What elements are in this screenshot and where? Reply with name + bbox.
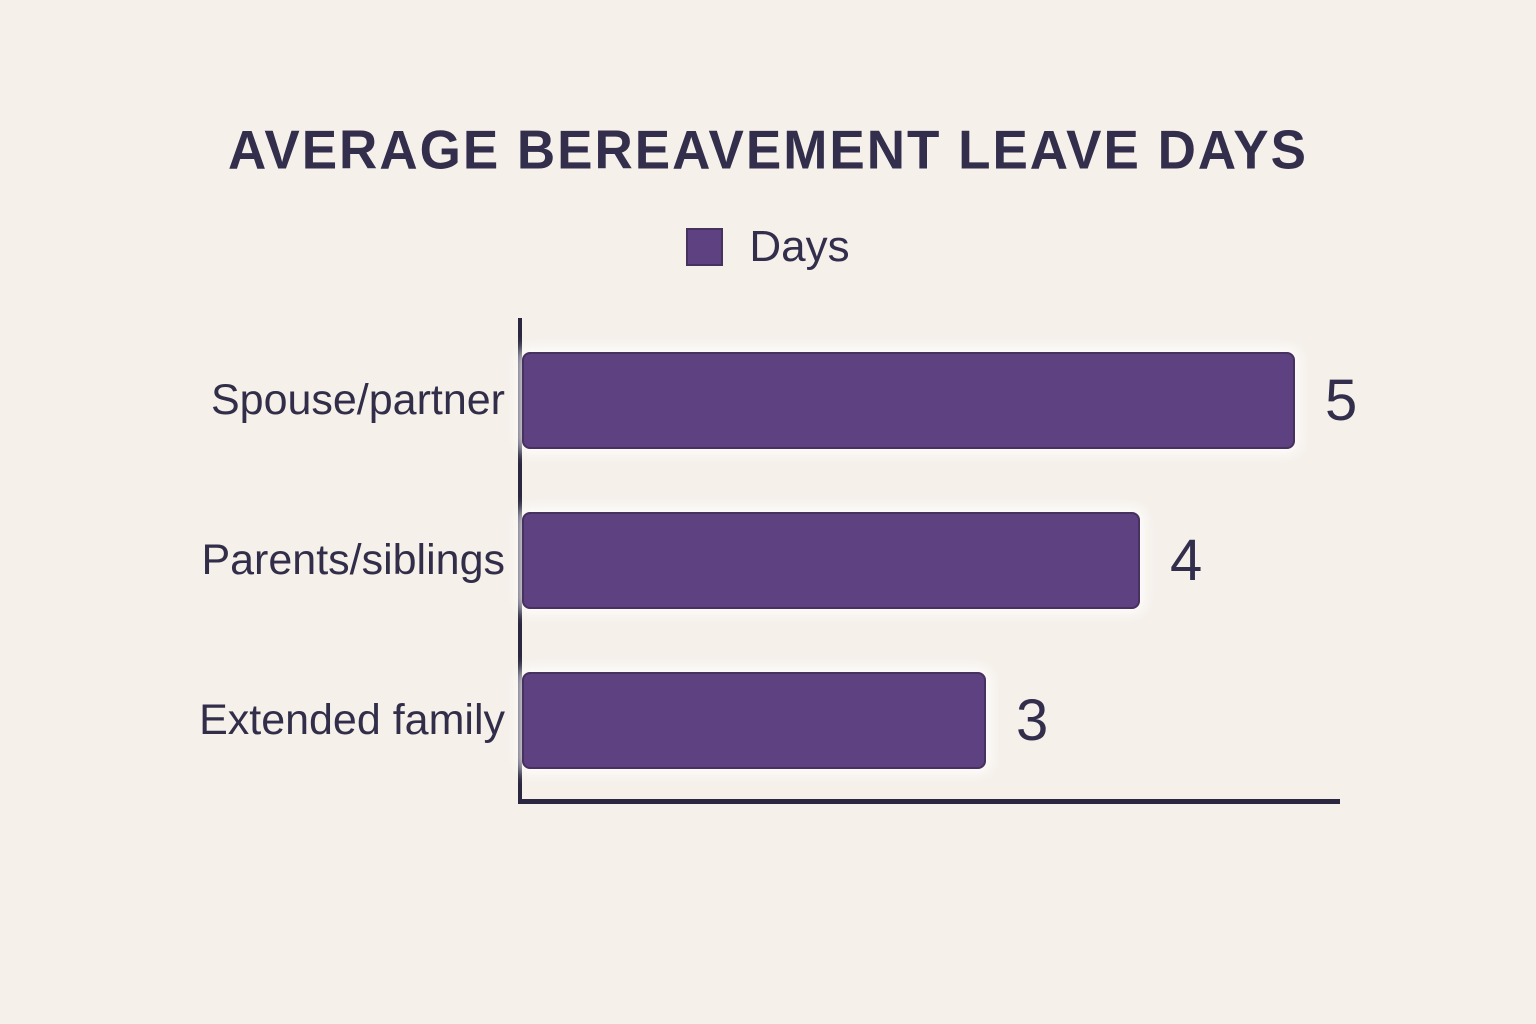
chart-title: AVERAGE BEREAVEMENT LEAVE DAYS: [228, 119, 1308, 182]
bar-spouse-partner: [522, 352, 1295, 449]
y-axis-line: [518, 318, 522, 804]
category-label-extended-family: Extended family: [199, 696, 505, 744]
category-label-parents-siblings: Parents/siblings: [201, 536, 505, 584]
legend-swatch-days: [686, 228, 724, 266]
category-label-spouse-partner: Spouse/partner: [210, 376, 505, 424]
bar-row: Spouse/partner 5: [0, 352, 1536, 449]
value-label-spouse-partner: 5: [1325, 368, 1358, 433]
value-label-parents-siblings: 4: [1170, 528, 1203, 593]
bar-row: Extended family 3: [0, 672, 1536, 769]
bar-extended-family: [522, 672, 986, 769]
bar-parents-siblings: [522, 512, 1140, 609]
bar-row: Parents/siblings 4: [0, 512, 1536, 609]
legend-label-days: Days: [749, 222, 850, 271]
x-axis-line: [518, 799, 1340, 804]
value-label-extended-family: 3: [1016, 688, 1049, 753]
legend: Days: [0, 222, 1536, 272]
